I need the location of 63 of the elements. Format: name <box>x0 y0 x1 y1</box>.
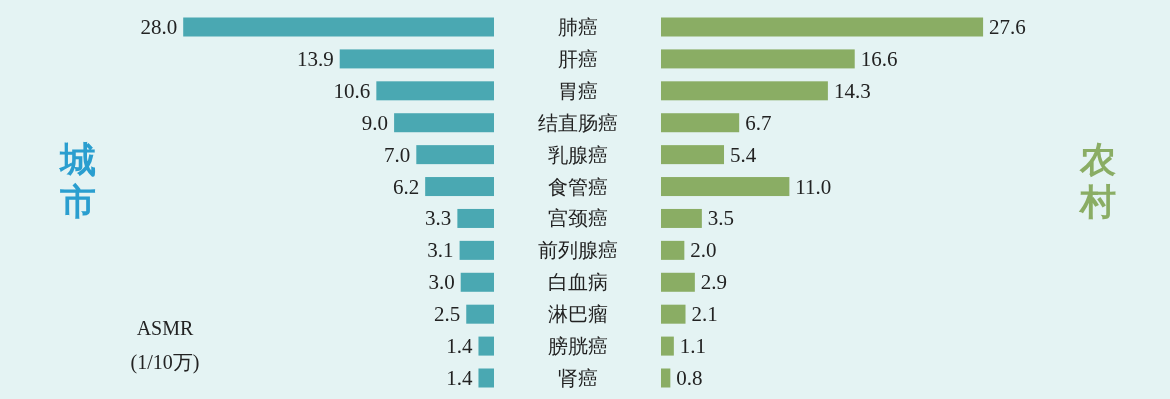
y-tick-label: 肾癌 <box>558 367 598 389</box>
data-label: 13.9 <box>296 46 334 71</box>
data-label: 6.7 <box>745 110 772 135</box>
data-label: 2.1 <box>691 302 718 327</box>
bar <box>376 81 494 101</box>
y-tick-label: 淋巴瘤 <box>548 303 608 326</box>
data-label: 11.0 <box>795 174 832 199</box>
bar <box>394 113 494 133</box>
bar <box>425 177 494 197</box>
data-label: 2.5 <box>434 302 461 327</box>
bar <box>661 81 828 101</box>
data-label: 5.4 <box>730 142 757 167</box>
data-label: 27.6 <box>989 15 1026 39</box>
text: 城市 <box>58 139 96 222</box>
data-label: 1.4 <box>446 366 473 390</box>
bar <box>661 368 671 388</box>
data-label: 3.1 <box>427 238 454 263</box>
bar <box>478 368 494 388</box>
y-tick-label: 宫颈癌 <box>548 207 608 230</box>
bar <box>661 336 674 356</box>
data-label: 1.4 <box>446 334 473 359</box>
data-label: 9.0 <box>361 110 389 135</box>
y-tick-label: 肺癌 <box>558 16 598 38</box>
data-label: 14.3 <box>833 78 871 103</box>
data-label: 2.9 <box>700 270 728 295</box>
data-label: 7.0 <box>384 142 411 167</box>
bar <box>661 113 740 133</box>
data-label: 2.0 <box>690 238 717 263</box>
y-tick-label: 结直肠癌 <box>538 111 618 134</box>
data-label: 16.6 <box>860 46 898 71</box>
bar <box>661 17 984 37</box>
y-tick-label: 肝癌 <box>558 47 598 70</box>
bar <box>661 240 685 260</box>
y-tick-label: 胃癌 <box>558 79 598 102</box>
y-tick-label: 食管癌 <box>548 175 608 198</box>
y-tick-label: 乳腺癌 <box>548 143 608 166</box>
data-label: 1.1 <box>679 334 707 359</box>
bar <box>661 177 790 197</box>
bar <box>183 17 494 37</box>
bar <box>478 336 494 356</box>
bar <box>661 145 725 165</box>
data-label: 10.6 <box>333 78 371 103</box>
bar <box>339 49 494 69</box>
bar <box>661 208 702 228</box>
data-label: 0.8 <box>676 366 703 390</box>
data-label: 6.2 <box>392 174 420 199</box>
bar <box>416 145 494 165</box>
y-tick-label: 前列腺癌 <box>538 239 618 262</box>
data-label: 3.5 <box>707 206 735 231</box>
data-label: 28.0 <box>140 15 178 39</box>
y-tick-label: 膀胱癌 <box>548 335 608 358</box>
annotation: ASMR (1/10万) <box>130 317 200 374</box>
bar <box>457 208 494 228</box>
bar <box>661 304 686 324</box>
y-tick-label: 白血病 <box>548 271 608 294</box>
bar <box>459 240 494 260</box>
bar <box>466 304 494 324</box>
text: 农村 <box>1078 139 1116 222</box>
bar <box>661 49 855 69</box>
data-label: 3.0 <box>428 270 455 295</box>
bar <box>661 272 695 292</box>
data-label: 3.3 <box>425 206 452 231</box>
bar <box>460 272 494 292</box>
